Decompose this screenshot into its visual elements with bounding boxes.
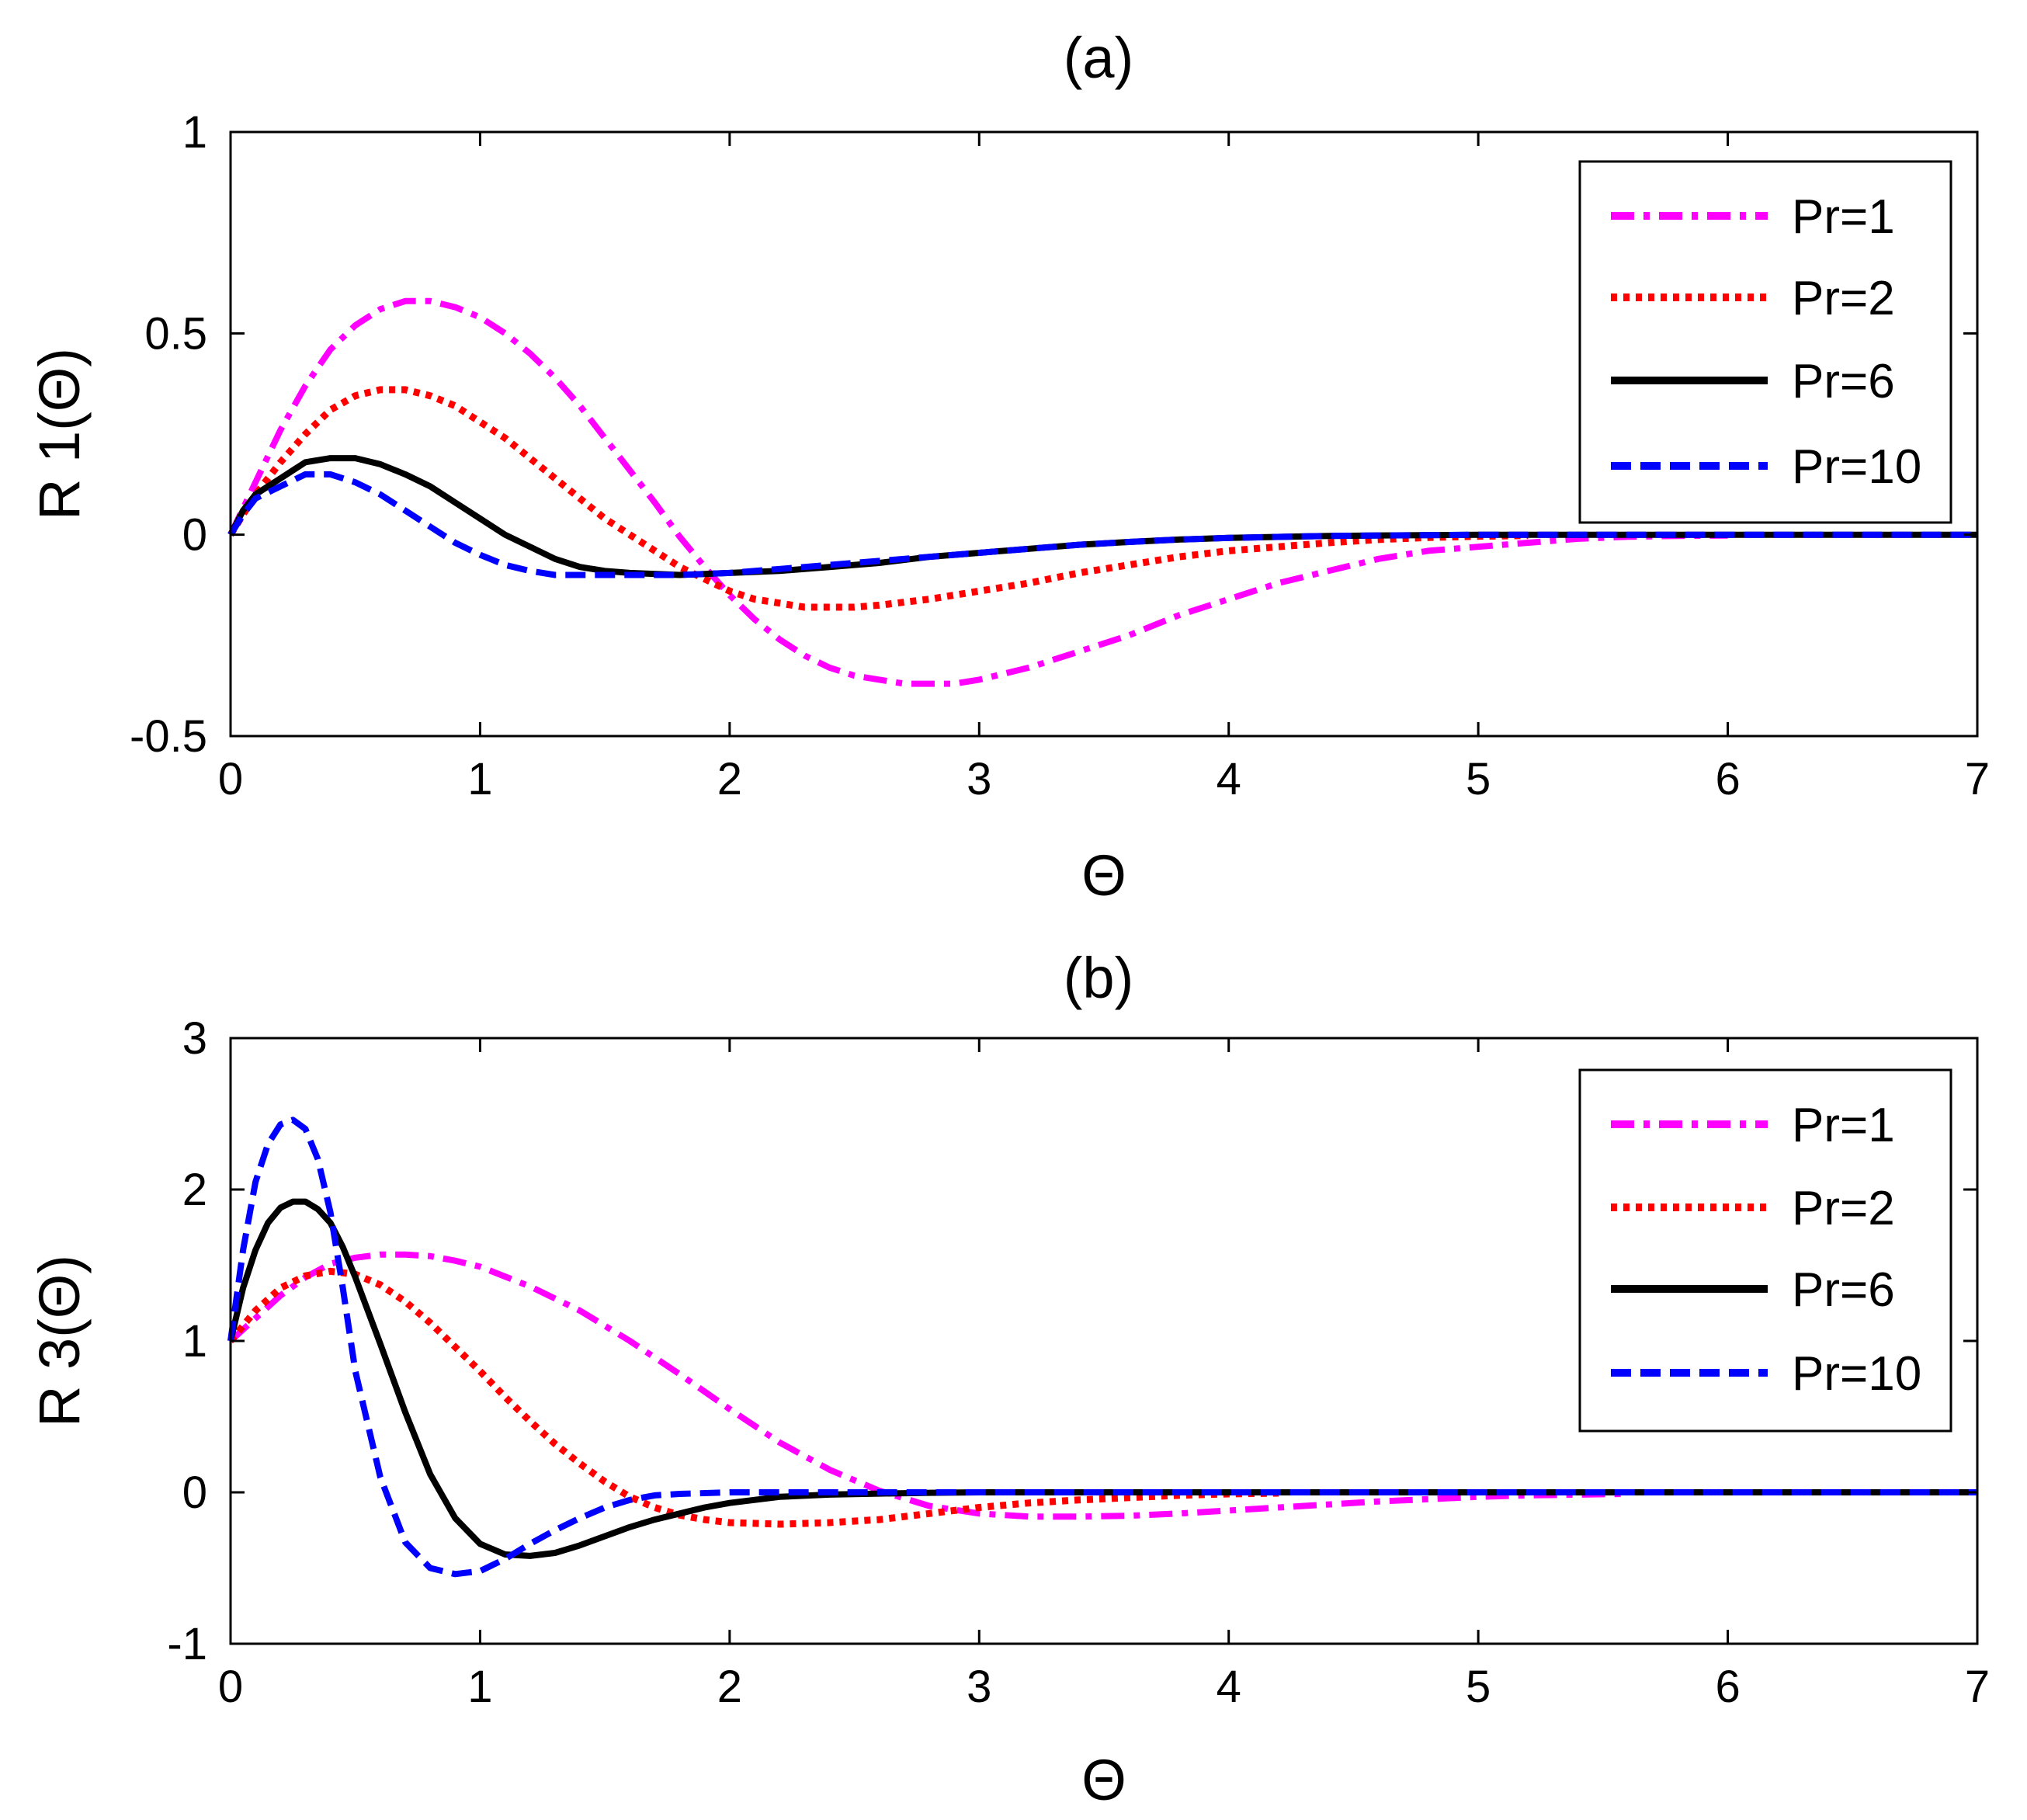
panel-a-y-ticks: -0.5 0 0.5 1 — [130, 107, 1977, 762]
panel-a-x-tick-label: 6 — [1715, 754, 1740, 804]
panel-a-y-tick-label: 0 — [182, 510, 207, 561]
panel-a-legend: Pr=1 Pr=2 Pr=6 Pr=10 — [1578, 160, 1952, 524]
panel-b-series-line-pr10 — [227, 1117, 1977, 1578]
panel-a-plot — [227, 297, 1977, 687]
panel-a-series-line-pr1 — [227, 297, 1728, 687]
panel-b-legend: Pr=1 Pr=2 Pr=6 Pr=10 — [1578, 1068, 1952, 1433]
panel-b-y-tick-label: 1 — [182, 1316, 207, 1367]
panel-b-title: (b) — [1064, 946, 1133, 1010]
panel-b-y-tick-label: 3 — [182, 1013, 207, 1064]
panel-a-x-tick-label: 4 — [1217, 754, 1241, 804]
panel-a-x-tick-label: 1 — [467, 754, 492, 804]
panel-a-x-tick-label: 3 — [967, 754, 991, 804]
panel-b-x-tick-label: 1 — [467, 1662, 492, 1712]
panel-a-axes-box — [229, 130, 1979, 738]
panel-a-x-tick-label: 5 — [1466, 754, 1491, 804]
panel-a-title: (a) — [1064, 26, 1133, 90]
panel-b-plot — [227, 1117, 1977, 1578]
panel-a-series-line-pr2 — [227, 386, 1529, 611]
panel-a-legend-label-pr6: Pr=6 — [1792, 355, 1895, 408]
panel-b-legend-label-pr1: Pr=1 — [1792, 1099, 1895, 1152]
panel-a-legend-label-pr2: Pr=2 — [1792, 272, 1895, 325]
panel-b-series-line-pr1 — [228, 1251, 1629, 1520]
panel-a-series-line-pr10 — [227, 471, 1977, 578]
panel-a-x-axis-label: Θ — [1081, 843, 1126, 908]
panel-b-x-tick-label: 6 — [1715, 1662, 1740, 1712]
panel-b-x-tick-label: 4 — [1217, 1662, 1241, 1712]
panel-a-legend-label-pr1: Pr=1 — [1792, 190, 1895, 244]
panel-b-y-tick-label: 0 — [182, 1467, 207, 1518]
panel-b-x-tick-label: 0 — [218, 1662, 243, 1712]
panel-a-legend-label-pr10: Pr=10 — [1792, 440, 1921, 494]
panel-b-y-tick-label: -1 — [167, 1619, 207, 1669]
panel-a-y-tick-label: -0.5 — [130, 711, 207, 762]
panel-b-x-tick-label: 2 — [717, 1662, 742, 1712]
panel-a-y-axis-label: R 1(Θ) — [27, 348, 92, 520]
panel-a-series-line-pr6 — [227, 455, 1977, 578]
panel-a-y-tick-label: 0.5 — [144, 308, 207, 359]
panel-a-x-ticks: 0 1 2 3 4 5 6 7 — [218, 132, 1990, 804]
panel-b-y-ticks: -1 0 1 2 3 — [167, 1013, 1977, 1669]
panel-b-legend-label-pr10: Pr=10 — [1792, 1347, 1921, 1401]
panel-b-y-tick-label: 2 — [182, 1165, 207, 1215]
panel-b-x-axis-label: Θ — [1081, 1748, 1126, 1812]
panel-a-y-tick-label: 1 — [182, 107, 207, 158]
panel-b-x-tick-label: 3 — [967, 1662, 991, 1712]
panel-b-x-tick-label: 5 — [1466, 1662, 1491, 1712]
panel-b-x-ticks: 0 1 2 3 4 5 6 7 — [218, 1038, 1990, 1712]
panel-a-x-tick-label: 7 — [1965, 754, 1990, 804]
panel-a-x-tick-label: 0 — [218, 754, 243, 804]
panel-b-y-axis-label: R 3(Θ) — [27, 1255, 92, 1427]
panel-b-legend-label-pr6: Pr=6 — [1792, 1263, 1895, 1317]
panel-b-legend-label-pr2: Pr=2 — [1792, 1182, 1895, 1235]
panel-b-x-tick-label: 7 — [1965, 1662, 1990, 1712]
panel-a-x-tick-label: 2 — [717, 754, 742, 804]
